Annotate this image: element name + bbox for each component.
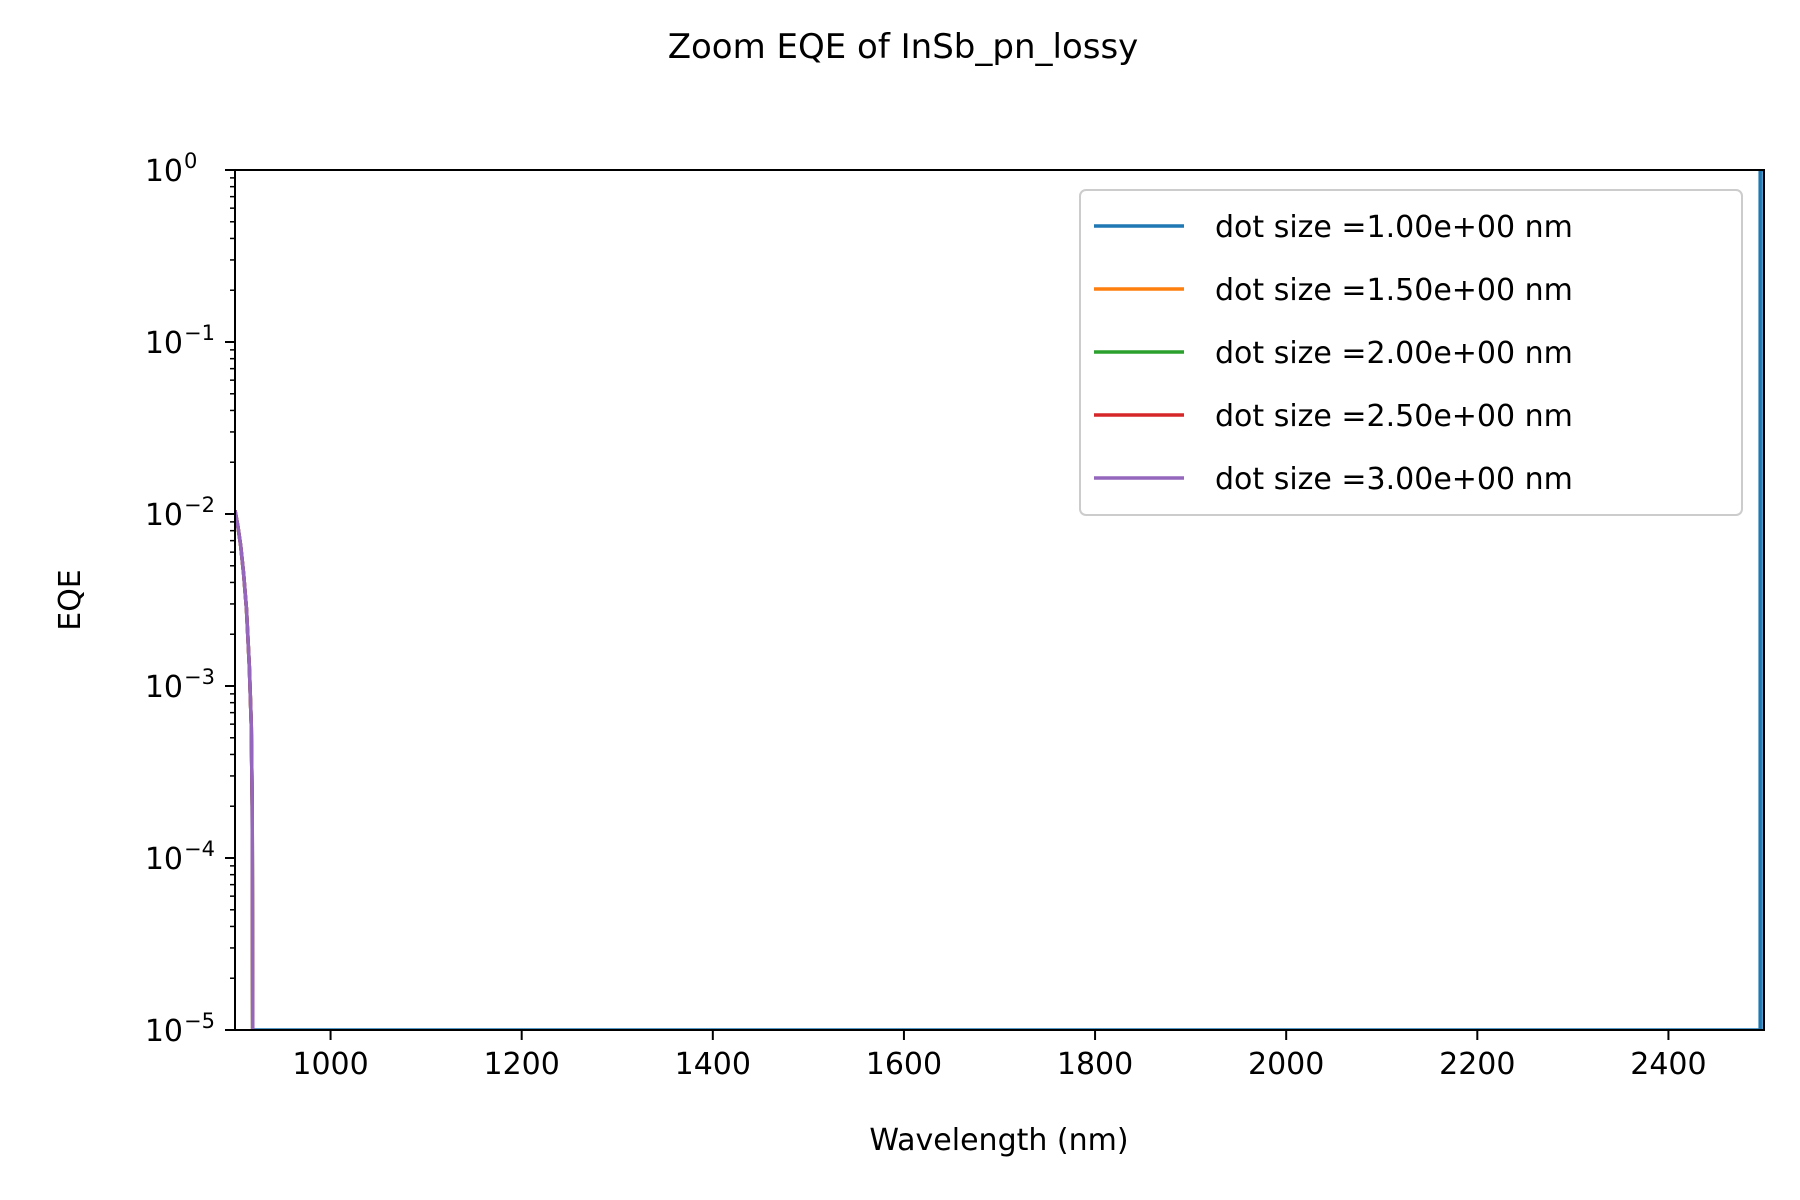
y-tick-exponent: −4: [184, 837, 215, 861]
y-tick-exponent: 0: [184, 149, 197, 173]
legend-box: [1079, 189, 1743, 516]
y-tick-exponent: −2: [184, 493, 215, 517]
x-axis-label: Wavelength (nm): [869, 1123, 1128, 1158]
legend: dot size =1.00e+00 nm dot size =1.50e+00 …: [1079, 189, 1743, 516]
y-axis-label: EQE: [53, 569, 88, 631]
y-tick-label: 10: [145, 670, 183, 705]
legend-label: dot size =3.00e+00 nm: [1215, 462, 1573, 497]
legend-label: dot size =2.00e+00 nm: [1215, 336, 1573, 371]
chart-title: Zoom EQE of InSb_pn_lossy: [668, 27, 1139, 67]
legend-label: dot size =1.00e+00 nm: [1215, 210, 1573, 245]
x-tick-label: 1600: [866, 1047, 942, 1082]
y-tick-exponent: −5: [184, 1009, 215, 1033]
y-tick-exponent: −3: [184, 665, 215, 689]
y-tick-label: 10: [145, 154, 183, 189]
y-tick-label: 10: [145, 842, 183, 877]
x-tick-label: 2000: [1248, 1047, 1324, 1082]
legend-label: dot size =1.50e+00 nm: [1215, 273, 1573, 308]
x-tick-label: 1200: [484, 1047, 560, 1082]
legend-label: dot size =2.50e+00 nm: [1215, 399, 1573, 434]
x-axis: 1000 1200 1400 1600 1800 2000 2200 2400: [292, 1030, 1707, 1082]
x-tick-label: 1000: [292, 1047, 368, 1082]
x-tick-label: 1800: [1057, 1047, 1133, 1082]
y-tick-exponent: −1: [184, 321, 215, 345]
series-line-5: [235, 510, 255, 1030]
x-tick-label: 1400: [675, 1047, 751, 1082]
series-layer: [235, 170, 1764, 1030]
y-tick-label: 10: [145, 1014, 183, 1049]
y-tick-label: 10: [145, 326, 183, 361]
x-tick-label: 2400: [1630, 1047, 1706, 1082]
y-tick-label: 10: [145, 498, 183, 533]
plot-frame: [234, 169, 1765, 1031]
x-tick-label: 2200: [1439, 1047, 1515, 1082]
